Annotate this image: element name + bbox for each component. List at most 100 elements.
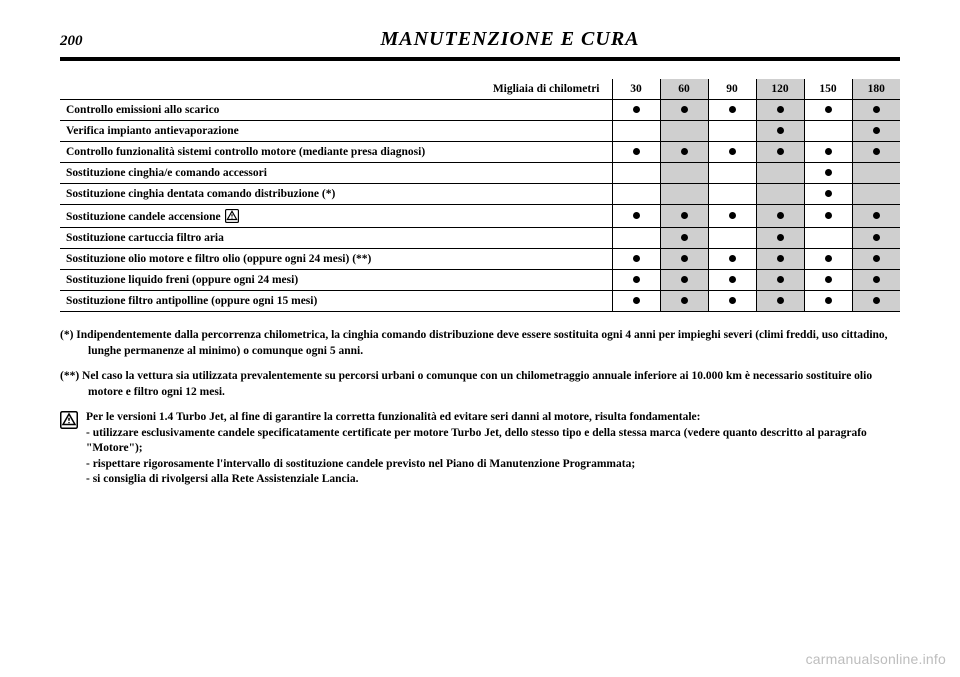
- table-header-km: 30: [612, 79, 660, 100]
- dot-icon: [825, 212, 832, 219]
- row-mark: [852, 270, 900, 291]
- footnote-1-prefix: (*): [60, 329, 73, 341]
- dot-icon: [729, 106, 736, 113]
- row-mark: [852, 142, 900, 163]
- row-mark: [612, 205, 660, 228]
- warning-icon: [225, 209, 239, 223]
- row-mark: [852, 205, 900, 228]
- row-label: Sostituzione cartuccia filtro aria: [60, 228, 612, 249]
- maintenance-table: Migliaia di chilometri306090120150180 Co…: [60, 79, 900, 312]
- dot-icon: [777, 127, 784, 134]
- row-mark: [708, 142, 756, 163]
- row-mark: [852, 163, 900, 184]
- row-mark: [612, 163, 660, 184]
- page-title: MANUTENZIONE E CURA: [120, 28, 900, 51]
- row-mark: [660, 163, 708, 184]
- table-body: Controllo emissioni allo scaricoVerifica…: [60, 100, 900, 312]
- table-header-km: 120: [756, 79, 804, 100]
- table-row: Controllo emissioni allo scarico: [60, 100, 900, 121]
- row-label: Controllo emissioni allo scarico: [60, 100, 612, 121]
- row-label: Sostituzione olio motore e filtro olio (…: [60, 249, 612, 270]
- footnote-2-text: Nel caso la vettura sia utilizzata preva…: [82, 370, 872, 398]
- dot-icon: [633, 255, 640, 262]
- row-mark: [708, 121, 756, 142]
- row-mark: [660, 228, 708, 249]
- dot-icon: [681, 212, 688, 219]
- row-mark: [756, 100, 804, 121]
- row-mark: [852, 184, 900, 205]
- row-mark: [660, 249, 708, 270]
- row-mark: [756, 205, 804, 228]
- dot-icon: [681, 106, 688, 113]
- dot-icon: [873, 234, 880, 241]
- row-mark: [852, 100, 900, 121]
- row-mark: [708, 249, 756, 270]
- table-row: Sostituzione candele accensione: [60, 205, 900, 228]
- dot-icon: [825, 106, 832, 113]
- dot-icon: [825, 276, 832, 283]
- dot-icon: [681, 148, 688, 155]
- footnote-3: Per le versioni 1.4 Turbo Jet, al fine d…: [60, 410, 900, 488]
- dot-icon: [729, 276, 736, 283]
- row-mark: [708, 291, 756, 312]
- dot-icon: [777, 276, 784, 283]
- row-mark: [804, 142, 852, 163]
- table-row: Sostituzione filtro antipolline (oppure …: [60, 291, 900, 312]
- row-mark: [708, 270, 756, 291]
- dot-icon: [681, 234, 688, 241]
- footnote-3-bullet-3: - si consiglia di rivolgersi alla Rete A…: [86, 473, 358, 485]
- row-mark: [612, 142, 660, 163]
- row-mark: [804, 163, 852, 184]
- watermark: carmanualsonline.info: [806, 651, 946, 667]
- row-label: Verifica impianto antievaporazione: [60, 121, 612, 142]
- row-mark: [852, 228, 900, 249]
- row-mark: [756, 228, 804, 249]
- row-mark: [660, 121, 708, 142]
- dot-icon: [873, 212, 880, 219]
- footnote-2: (**) Nel caso la vettura sia utilizzata …: [60, 369, 900, 400]
- row-mark: [852, 121, 900, 142]
- row-mark: [756, 142, 804, 163]
- row-mark: [660, 184, 708, 205]
- row-mark: [612, 249, 660, 270]
- row-mark: [804, 184, 852, 205]
- row-mark: [804, 205, 852, 228]
- row-label: Sostituzione liquido freni (oppure ogni …: [60, 270, 612, 291]
- table-row: Sostituzione olio motore e filtro olio (…: [60, 249, 900, 270]
- footnote-1: (*) Indipendentemente dalla percorrenza …: [60, 328, 900, 359]
- page-header: 200 MANUTENZIONE E CURA: [60, 28, 900, 51]
- footnote-1-text: Indipendentemente dalla percorrenza chil…: [76, 329, 887, 357]
- dot-icon: [873, 297, 880, 304]
- footnote-2-prefix: (**): [60, 370, 79, 382]
- row-mark: [660, 270, 708, 291]
- row-mark: [756, 270, 804, 291]
- dot-icon: [777, 106, 784, 113]
- row-mark: [612, 291, 660, 312]
- footnote-3-intro: Per le versioni 1.4 Turbo Jet, al fine d…: [86, 411, 700, 423]
- manual-page: 200 MANUTENZIONE E CURA Migliaia di chil…: [0, 0, 960, 488]
- page-number: 200: [60, 33, 120, 50]
- row-label: Sostituzione candele accensione: [60, 205, 612, 228]
- dot-icon: [873, 148, 880, 155]
- dot-icon: [633, 148, 640, 155]
- row-label: Sostituzione filtro antipolline (oppure …: [60, 291, 612, 312]
- table-row: Sostituzione cartuccia filtro aria: [60, 228, 900, 249]
- dot-icon: [681, 255, 688, 262]
- row-mark: [612, 270, 660, 291]
- row-mark: [756, 184, 804, 205]
- dot-icon: [873, 255, 880, 262]
- dot-icon: [633, 212, 640, 219]
- dot-icon: [729, 255, 736, 262]
- row-mark: [852, 249, 900, 270]
- table-header-km: 60: [660, 79, 708, 100]
- table-head: Migliaia di chilometri306090120150180: [60, 79, 900, 100]
- table-header-km: 90: [708, 79, 756, 100]
- footnote-3-bullet-1: - utilizzare esclusivamente candele spec…: [86, 427, 867, 455]
- row-mark: [708, 205, 756, 228]
- table-row: Sostituzione cinghia/e comando accessori: [60, 163, 900, 184]
- dot-icon: [825, 297, 832, 304]
- row-mark: [660, 291, 708, 312]
- row-mark: [756, 291, 804, 312]
- row-mark: [804, 228, 852, 249]
- row-mark: [612, 184, 660, 205]
